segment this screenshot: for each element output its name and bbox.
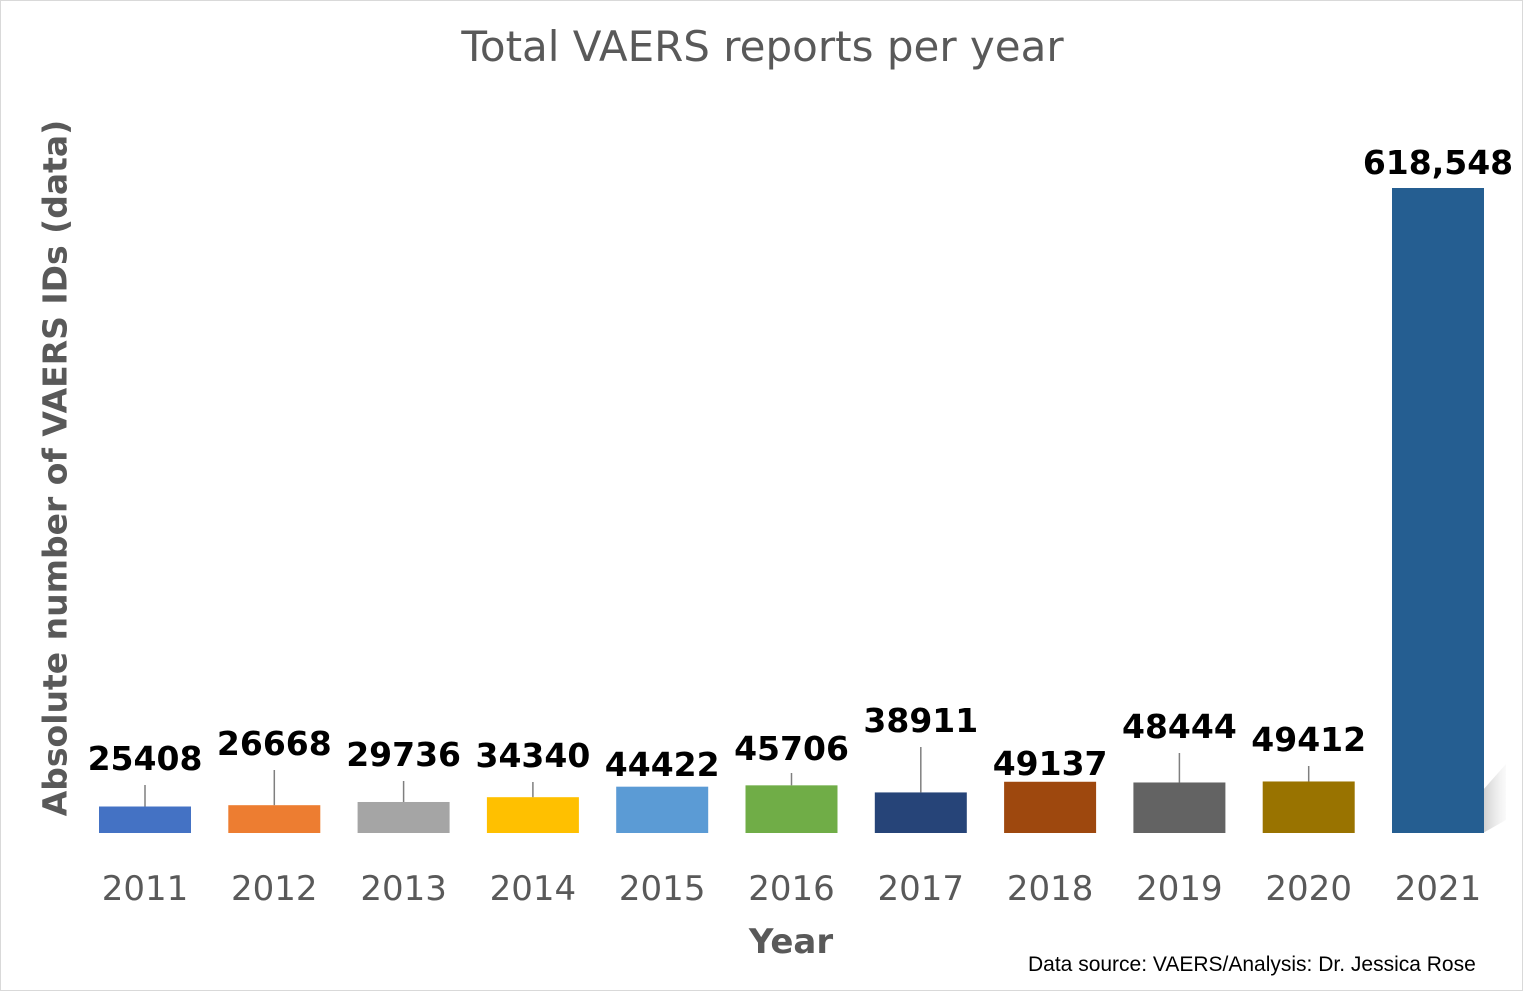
bar-2021: [1392, 188, 1484, 833]
bar-2014: [486, 797, 579, 833]
bars-group: [99, 188, 1484, 833]
bar-2016: [745, 785, 838, 833]
source-note: Data source: VAERS/Analysis: Dr. Jessica…: [1028, 953, 1476, 976]
bar-2017: [874, 792, 967, 833]
bar-2020: [1262, 781, 1355, 833]
x-tick-label-2020: 2020: [1265, 869, 1352, 909]
data-label-2017: 38911: [863, 701, 978, 740]
x-tick-label-2021: 2021: [1395, 869, 1482, 909]
bar-2015: [616, 786, 709, 833]
x-tick-label-2012: 2012: [231, 869, 318, 909]
chart-title: Total VAERS reports per year: [461, 22, 1064, 71]
x-tick-label-2018: 2018: [1007, 869, 1094, 909]
x-tick-label-2011: 2011: [102, 869, 189, 909]
x-axis-label: Year: [748, 922, 834, 962]
data-label-2021: 618,548: [1363, 143, 1513, 182]
data-label-2014: 34340: [475, 736, 590, 775]
x-tick-labels-group: 2011 2012 2013 2014 2015 2016 2017 2018 2019 2020…: [102, 869, 1482, 909]
x-tick-label-2019: 2019: [1136, 869, 1223, 909]
data-label-2018: 49137: [993, 744, 1108, 783]
x-tick-label-2016: 2016: [748, 869, 835, 909]
bar-2013: [357, 801, 450, 833]
data-label-2012: 26668: [217, 724, 332, 763]
x-tick-label-2015: 2015: [619, 869, 706, 909]
bar-2012: [228, 805, 321, 833]
data-labels-group: 25408 26668 29736 34340 44422 45706 38911 49137…: [88, 143, 1514, 784]
bar-2018: [1004, 781, 1097, 833]
chart-floor-shadow: [1483, 764, 1506, 833]
bar-2019: [1133, 782, 1226, 833]
x-tick-label-2017: 2017: [878, 869, 965, 909]
data-label-2013: 29736: [346, 735, 461, 774]
data-label-2019: 48444: [1122, 707, 1237, 746]
data-label-2016: 45706: [734, 729, 849, 768]
data-label-2011: 25408: [88, 739, 203, 778]
data-label-2020: 49412: [1251, 720, 1366, 759]
data-label-2015: 44422: [605, 745, 720, 784]
bar-2011: [99, 806, 191, 833]
leader-lines-group: [144, 747, 1310, 807]
x-tick-label-2013: 2013: [360, 869, 447, 909]
x-tick-label-2014: 2014: [490, 869, 577, 909]
